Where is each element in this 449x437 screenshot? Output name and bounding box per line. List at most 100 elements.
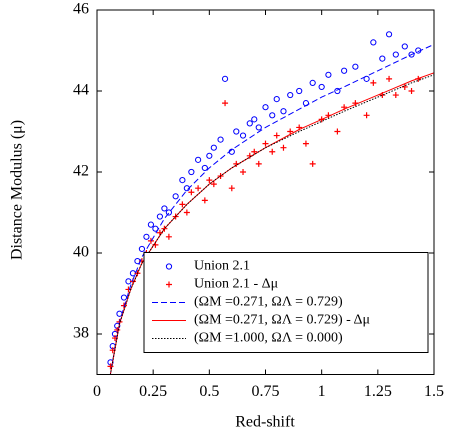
point bbox=[233, 128, 240, 135]
point bbox=[120, 294, 128, 301]
point bbox=[269, 148, 276, 155]
legend-label: Union 2.1 bbox=[194, 259, 250, 274]
point bbox=[210, 181, 217, 188]
point bbox=[325, 71, 332, 78]
point bbox=[201, 164, 208, 172]
point bbox=[183, 209, 190, 216]
x-tick-label: 0.75 bbox=[252, 383, 280, 400]
point bbox=[262, 104, 269, 111]
line bbox=[109, 72, 434, 375]
point bbox=[318, 83, 325, 91]
point bbox=[334, 128, 341, 135]
point bbox=[246, 120, 253, 127]
point bbox=[280, 144, 287, 151]
point bbox=[251, 148, 258, 155]
legend-box bbox=[143, 252, 429, 353]
point bbox=[172, 193, 179, 200]
point bbox=[370, 79, 377, 86]
point bbox=[161, 205, 168, 212]
point bbox=[107, 363, 114, 370]
point bbox=[165, 233, 172, 240]
legend-label: (ΩM =0.271, ΩΛ = 0.729) bbox=[194, 295, 343, 310]
point bbox=[147, 237, 154, 244]
point bbox=[120, 302, 127, 309]
legend: Union 2.1 Union 2.1 - Δμ (ΩM =0.271, ΩΛ = … bbox=[143, 252, 429, 353]
point bbox=[221, 75, 229, 82]
y-axis-label: Distance Modulus (μ) bbox=[9, 120, 26, 260]
legend-label: (ΩM =1.000, ΩΛ = 0.000) bbox=[194, 331, 343, 346]
x-tick-label: 1.5 bbox=[424, 383, 444, 400]
y-tick-label: 38 bbox=[73, 325, 89, 342]
x-tick-label: 0 bbox=[93, 383, 101, 400]
point bbox=[273, 132, 280, 139]
point bbox=[106, 376, 111, 381]
point bbox=[255, 124, 262, 131]
point bbox=[188, 168, 195, 176]
y-tick-label: 42 bbox=[73, 163, 89, 180]
y-tick-label: 46 bbox=[73, 1, 89, 18]
point bbox=[386, 75, 393, 82]
point bbox=[251, 116, 258, 123]
x-axis-label: Red-shift bbox=[235, 414, 295, 431]
point bbox=[201, 197, 208, 204]
point bbox=[143, 233, 150, 240]
legend-label: Union 2.1 - Δμ bbox=[194, 277, 278, 292]
point bbox=[165, 209, 172, 216]
point bbox=[105, 380, 111, 386]
point bbox=[217, 136, 224, 143]
point bbox=[262, 140, 269, 147]
point bbox=[385, 31, 393, 38]
point bbox=[392, 51, 399, 58]
point bbox=[363, 112, 370, 119]
point bbox=[334, 87, 341, 95]
point bbox=[195, 156, 202, 163]
line bbox=[109, 74, 434, 375]
point bbox=[138, 245, 146, 253]
line bbox=[109, 43, 434, 375]
point bbox=[352, 63, 359, 70]
x-tick-label: 0.25 bbox=[139, 383, 167, 400]
point bbox=[392, 92, 399, 99]
point bbox=[179, 201, 186, 208]
point bbox=[287, 91, 294, 99]
point bbox=[147, 221, 155, 228]
point bbox=[239, 132, 247, 139]
point bbox=[309, 160, 316, 167]
legend-label: (ΩM =0.271, ΩΛ = 0.729) - Δμ bbox=[194, 313, 370, 328]
point bbox=[255, 160, 262, 167]
point bbox=[206, 177, 213, 184]
y-tick-label: 40 bbox=[73, 244, 89, 261]
plot-frame bbox=[96, 9, 435, 375]
point bbox=[379, 55, 386, 62]
point bbox=[370, 39, 377, 46]
point bbox=[179, 177, 186, 184]
point bbox=[401, 43, 408, 50]
point bbox=[269, 112, 276, 119]
point bbox=[166, 281, 172, 288]
point bbox=[363, 75, 370, 82]
point bbox=[206, 152, 213, 159]
point bbox=[240, 169, 247, 175]
point bbox=[309, 79, 316, 87]
point bbox=[195, 185, 202, 192]
point bbox=[408, 51, 415, 58]
point bbox=[280, 108, 287, 115]
point bbox=[296, 87, 303, 95]
point bbox=[114, 326, 121, 333]
point bbox=[228, 185, 235, 192]
y-tick-label: 44 bbox=[73, 82, 89, 99]
plot bbox=[105, 31, 434, 386]
point bbox=[408, 88, 415, 94]
point bbox=[188, 189, 195, 196]
point bbox=[222, 100, 229, 107]
point bbox=[165, 263, 173, 270]
x-tick-label: 0.5 bbox=[199, 383, 219, 400]
point bbox=[302, 140, 309, 147]
point bbox=[341, 67, 348, 74]
point bbox=[156, 213, 164, 220]
x-tick-label: 1.25 bbox=[364, 383, 392, 400]
point bbox=[273, 96, 280, 103]
x-tick-label: 1 bbox=[318, 383, 326, 400]
point bbox=[287, 128, 294, 135]
